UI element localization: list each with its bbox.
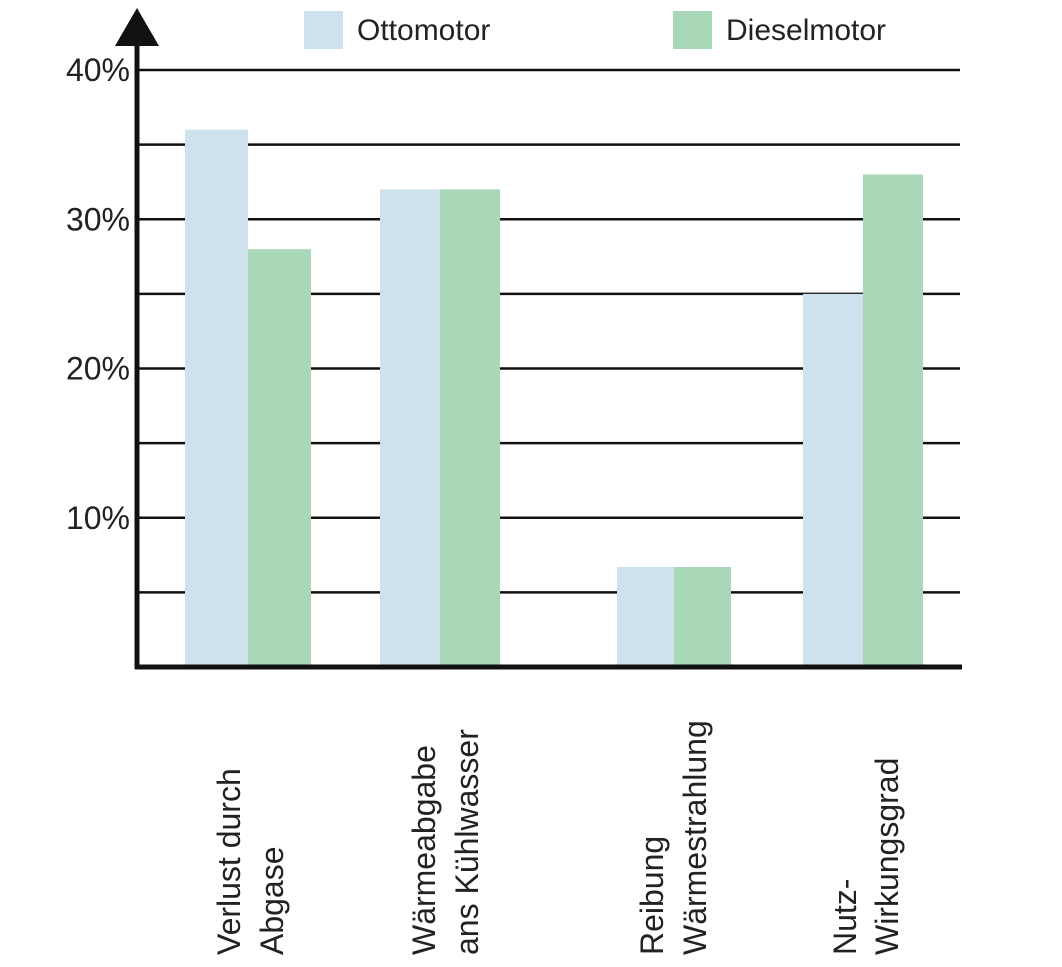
category-label: Wärmestrahlung: [677, 720, 713, 955]
legend-swatch-ottomotor: [304, 11, 343, 49]
category-label: ans Kühlwasser: [449, 729, 485, 955]
bar-dieselmotor-4: [863, 174, 923, 667]
category-label: Nutz-: [827, 879, 863, 955]
category-label: Reibung: [634, 836, 670, 955]
y-tick-label: 40%: [66, 52, 130, 88]
bar-ottomotor-3: [617, 567, 674, 667]
bar-ottomotor-2: [380, 189, 440, 667]
legend: Ottomotor Dieselmotor: [304, 11, 886, 49]
bar-dieselmotor-1: [248, 249, 311, 667]
legend-label-ottomotor: Ottomotor: [357, 14, 490, 47]
bar-dieselmotor-3: [674, 567, 731, 667]
bar-ottomotor-4: [803, 293, 863, 667]
legend-label-dieselmotor: Dieselmotor: [726, 14, 886, 47]
axes: [115, 8, 962, 670]
y-tick-label: 10%: [66, 500, 130, 536]
category-label: Wirkungsgrad: [869, 758, 905, 955]
bars: [185, 129, 923, 667]
y-axis-arrow-icon: [115, 8, 159, 46]
category-label: Wärmeabgabe: [406, 745, 442, 955]
y-tick-label: 30%: [66, 201, 130, 237]
category-labels: Verlust durch Abgase Wärmeabgabe ans Kühlwa…: [211, 720, 905, 955]
category-label: Abgase: [254, 846, 290, 955]
bar-ottomotor-1: [185, 129, 248, 667]
y-tick-labels: 10% 20% 30% 40%: [66, 52, 130, 536]
legend-swatch-dieselmotor: [673, 11, 712, 49]
y-tick-label: 20%: [66, 351, 130, 387]
bar-dieselmotor-2: [440, 189, 500, 667]
category-label: Verlust durch: [211, 768, 247, 955]
